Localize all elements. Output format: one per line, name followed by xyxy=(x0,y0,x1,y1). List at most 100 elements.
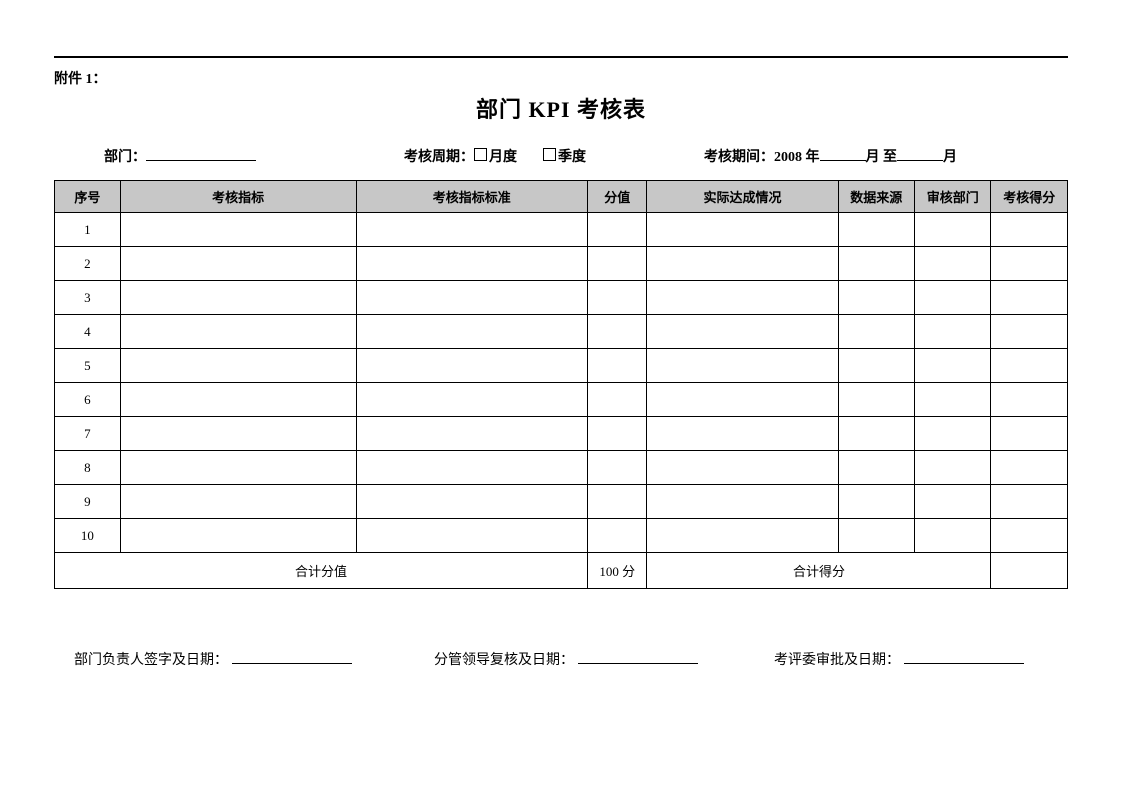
th-std: 考核指标标准 xyxy=(356,181,587,213)
cell[interactable] xyxy=(647,315,838,349)
cell[interactable] xyxy=(588,247,647,281)
footer-total-value: 100 分 xyxy=(588,553,647,589)
cell-seq: 10 xyxy=(55,519,121,553)
table-body: 1 2 3 4 5 6 7 8 9 10 xyxy=(55,213,1068,553)
cell[interactable] xyxy=(915,281,991,315)
cell[interactable] xyxy=(991,247,1068,281)
sign-committee-line[interactable] xyxy=(904,650,1024,664)
cell[interactable] xyxy=(838,213,914,247)
cell[interactable] xyxy=(647,349,838,383)
cell[interactable] xyxy=(647,247,838,281)
cell-seq: 8 xyxy=(55,451,121,485)
cell[interactable] xyxy=(356,349,587,383)
checkbox-quarter[interactable] xyxy=(543,148,556,161)
cell[interactable] xyxy=(588,281,647,315)
cell[interactable] xyxy=(991,383,1068,417)
cell[interactable] xyxy=(838,451,914,485)
cell[interactable] xyxy=(838,417,914,451)
cell[interactable] xyxy=(120,451,356,485)
cell[interactable] xyxy=(647,383,838,417)
cell[interactable] xyxy=(915,349,991,383)
cell[interactable] xyxy=(588,213,647,247)
cell[interactable] xyxy=(991,315,1068,349)
cell[interactable] xyxy=(647,485,838,519)
cell[interactable] xyxy=(915,519,991,553)
sign-supervisor-line[interactable] xyxy=(578,650,698,664)
sign-dept-head-label: 部门负责人签字及日期： xyxy=(74,649,228,669)
cell[interactable] xyxy=(356,315,587,349)
cell[interactable] xyxy=(838,247,914,281)
cell[interactable] xyxy=(915,315,991,349)
cell[interactable] xyxy=(915,451,991,485)
checkbox-month[interactable] xyxy=(474,148,487,161)
cell[interactable] xyxy=(991,213,1068,247)
cell[interactable] xyxy=(356,281,587,315)
cell[interactable] xyxy=(356,213,587,247)
cell[interactable] xyxy=(356,451,587,485)
cell[interactable] xyxy=(647,451,838,485)
sign-committee-label: 考评委审批及日期： xyxy=(774,649,900,669)
cell[interactable] xyxy=(915,485,991,519)
cell[interactable] xyxy=(915,213,991,247)
cell[interactable] xyxy=(120,213,356,247)
cell[interactable] xyxy=(356,519,587,553)
cell[interactable] xyxy=(838,383,914,417)
cell[interactable] xyxy=(120,247,356,281)
cell[interactable] xyxy=(120,349,356,383)
cell[interactable] xyxy=(915,247,991,281)
cell[interactable] xyxy=(647,213,838,247)
period-label: 考核期间： xyxy=(704,146,774,166)
cell[interactable] xyxy=(915,417,991,451)
th-score: 考核得分 xyxy=(991,181,1068,213)
cycle-quarter-text: 季度 xyxy=(558,146,586,166)
cell[interactable] xyxy=(588,519,647,553)
cell[interactable] xyxy=(838,485,914,519)
cell[interactable] xyxy=(647,281,838,315)
cell[interactable] xyxy=(991,281,1068,315)
cell[interactable] xyxy=(838,281,914,315)
cell[interactable] xyxy=(838,519,914,553)
cell[interactable] xyxy=(588,451,647,485)
cell[interactable] xyxy=(588,417,647,451)
period-from-blank[interactable] xyxy=(820,147,866,161)
period-to-blank[interactable] xyxy=(897,147,943,161)
meta-period: 考核期间： 2008 年 月 至 月 xyxy=(704,146,957,166)
cell[interactable] xyxy=(991,349,1068,383)
department-label: 部门： xyxy=(104,146,146,166)
cell[interactable] xyxy=(991,519,1068,553)
cell-seq: 6 xyxy=(55,383,121,417)
sign-dept-head-line[interactable] xyxy=(232,650,352,664)
cell[interactable] xyxy=(120,485,356,519)
period-year: 2008 年 xyxy=(774,146,820,166)
sign-committee: 考评委审批及日期： xyxy=(774,649,1024,669)
page-title: 部门 KPI 考核表 xyxy=(54,92,1068,124)
cell[interactable] xyxy=(588,485,647,519)
cell[interactable] xyxy=(356,485,587,519)
cell[interactable] xyxy=(991,451,1068,485)
cell[interactable] xyxy=(356,247,587,281)
department-blank[interactable] xyxy=(146,147,256,161)
cell[interactable] xyxy=(647,519,838,553)
cell[interactable] xyxy=(915,383,991,417)
cell[interactable] xyxy=(120,417,356,451)
cell[interactable] xyxy=(120,281,356,315)
cell[interactable] xyxy=(588,383,647,417)
cell[interactable] xyxy=(588,349,647,383)
cell[interactable] xyxy=(991,417,1068,451)
cell[interactable] xyxy=(120,315,356,349)
cell[interactable] xyxy=(120,519,356,553)
cell[interactable] xyxy=(647,417,838,451)
attachment-label: 附件 1： xyxy=(54,68,1068,88)
period-month2: 月 xyxy=(943,146,957,166)
cell[interactable] xyxy=(356,383,587,417)
table-footer-row: 合计分值 100 分 合计得分 xyxy=(55,553,1068,589)
cell[interactable] xyxy=(991,485,1068,519)
footer-total-score-cell[interactable] xyxy=(991,553,1068,589)
cell[interactable] xyxy=(588,315,647,349)
th-dept: 审核部门 xyxy=(915,181,991,213)
cell[interactable] xyxy=(356,417,587,451)
meta-row: 部门： 考核周期： 月度 季度 考核期间： 2008 年 月 至 月 xyxy=(104,146,1068,166)
cell[interactable] xyxy=(838,315,914,349)
cell[interactable] xyxy=(838,349,914,383)
cell[interactable] xyxy=(120,383,356,417)
